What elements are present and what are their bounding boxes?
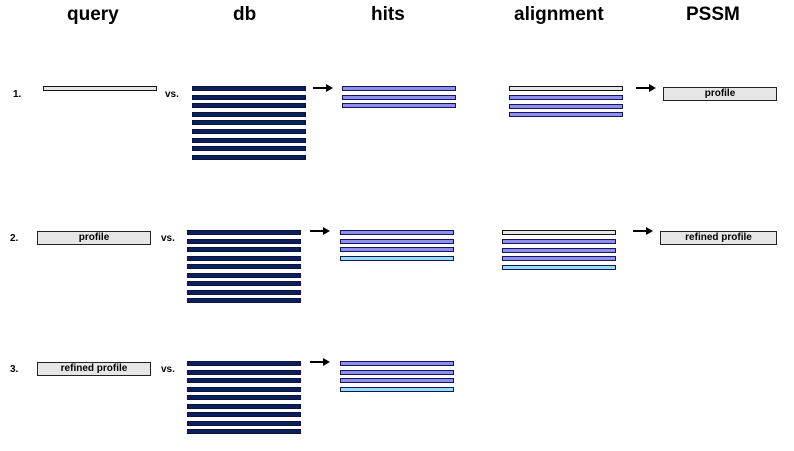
row-1-query-sequence: [43, 86, 157, 91]
row-3-arrow-to-hits-icon: [310, 358, 330, 366]
row-2-db-bar: [187, 289, 301, 295]
row-3-hit-bar: [340, 386, 454, 392]
row-2-vs-label: vs.: [161, 233, 175, 244]
row-2-db-bar: [187, 298, 301, 303]
row-1-pssm-box: profile: [663, 87, 777, 101]
row-1-db-bar: [192, 111, 306, 117]
row-1-db-bar: [192, 137, 306, 143]
row-3-query-label: refined profile: [60, 363, 128, 374]
header-alignment: alignment: [514, 4, 604, 25]
row-2-db-bar: [187, 230, 301, 235]
header-db: db: [233, 4, 257, 25]
row-2-pssm-label: refined profile: [685, 232, 752, 243]
row-2-db-bar: [187, 272, 301, 278]
row-2-alignment-bar: [502, 238, 616, 244]
row-3-db-bar: [187, 386, 301, 392]
row-1-db-bar: [192, 94, 306, 100]
row-2-alignment-bar: [502, 230, 616, 235]
row-2-db-bar: [187, 281, 301, 286]
row-3-db-bar: [187, 395, 301, 400]
row-2-query-label: profile: [78, 232, 110, 243]
row-1-db-bar: [192, 146, 306, 152]
row-2-db-bar: [187, 247, 301, 252]
header-pssm: PSSM: [686, 4, 740, 25]
row-1-db-bar: [192, 154, 306, 160]
header-query: query: [67, 4, 119, 25]
row-1-pssm-label: profile: [704, 88, 736, 99]
row-1-number: 1.: [13, 89, 22, 100]
row-1-hit-bar: [342, 94, 456, 100]
row-2-db-bar: [187, 255, 301, 261]
row-2-alignment-bar: [502, 256, 616, 262]
row-3-db-bar: [187, 369, 301, 375]
row-1-vs-label: vs.: [165, 89, 179, 100]
row-2-hit-bar: [340, 230, 454, 235]
row-3-hit-bar: [340, 361, 454, 366]
row-1-arrow-to-pssm-icon: [636, 84, 656, 92]
row-2-db-bar: [187, 238, 301, 244]
header-hits: hits: [371, 4, 405, 25]
row-1-hit-bar: [342, 86, 456, 91]
row-2-hit-bar: [340, 255, 454, 261]
row-3-number: 3.: [10, 364, 19, 375]
row-1-db-bar: [192, 103, 306, 109]
row-3-db-bar: [187, 403, 301, 409]
row-1-db-bar: [192, 129, 306, 134]
row-2-alignment-bar: [502, 247, 616, 253]
row-2-arrow-to-pssm-icon: [633, 227, 653, 235]
row-3-db-bar: [187, 429, 301, 434]
row-2-hit-bar: [340, 247, 454, 252]
row-1-arrow-to-hits-icon: [313, 84, 333, 92]
row-1-alignment-bar: [509, 112, 623, 118]
row-3-db-bar: [187, 420, 301, 426]
row-2-query-box: profile: [37, 231, 151, 245]
row-1-hit-bar: [342, 103, 456, 108]
row-1-alignment-bar: [509, 94, 623, 100]
row-3-vs-label: vs.: [161, 364, 175, 375]
row-1-db-bar: [192, 86, 306, 91]
row-2-pssm-box: refined profile: [660, 231, 777, 245]
row-2-db-bar: [187, 264, 301, 269]
row-1-alignment-bar: [509, 103, 623, 109]
row-2-arrow-to-hits-icon: [310, 227, 330, 235]
row-3-hit-bar: [340, 378, 454, 383]
row-2-hit-bar: [340, 238, 454, 244]
row-1-alignment-bar: [509, 86, 623, 91]
row-3-db-bar: [187, 378, 301, 383]
row-1-db-bar: [192, 120, 306, 126]
row-3-hit-bar: [340, 369, 454, 375]
row-2-number: 2.: [10, 233, 19, 244]
row-2-alignment-bar: [502, 265, 616, 271]
row-3-db-bar: [187, 361, 301, 366]
row-3-query-box: refined profile: [37, 362, 151, 376]
row-3-db-bar: [187, 412, 301, 417]
